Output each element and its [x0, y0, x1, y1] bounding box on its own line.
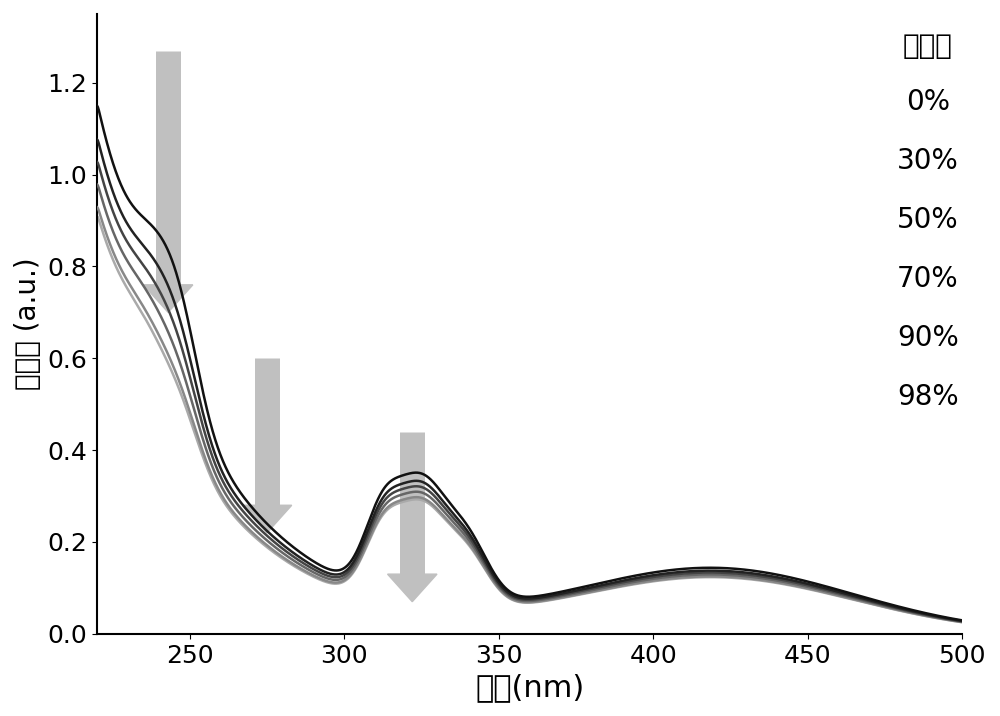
Text: 50%: 50%	[897, 206, 959, 234]
Text: 70%: 70%	[897, 265, 959, 293]
Text: 90%: 90%	[897, 324, 959, 352]
Text: 水含量: 水含量	[903, 32, 953, 60]
Text: 98%: 98%	[897, 383, 959, 411]
Polygon shape	[242, 505, 292, 533]
Y-axis label: 吸收值 (a.u.): 吸收值 (a.u.)	[14, 258, 42, 390]
Text: 0%: 0%	[906, 88, 950, 116]
X-axis label: 波长(nm): 波长(nm)	[475, 673, 584, 702]
Polygon shape	[143, 285, 193, 312]
Text: 30%: 30%	[897, 147, 959, 175]
Polygon shape	[388, 574, 437, 601]
